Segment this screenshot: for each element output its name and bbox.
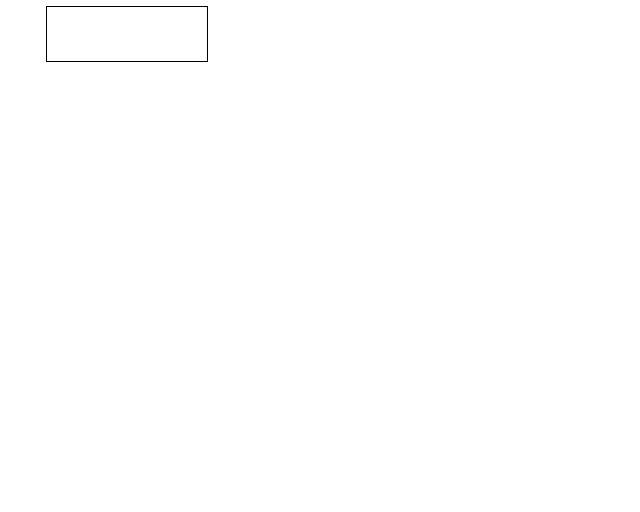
legend-box	[46, 6, 208, 62]
